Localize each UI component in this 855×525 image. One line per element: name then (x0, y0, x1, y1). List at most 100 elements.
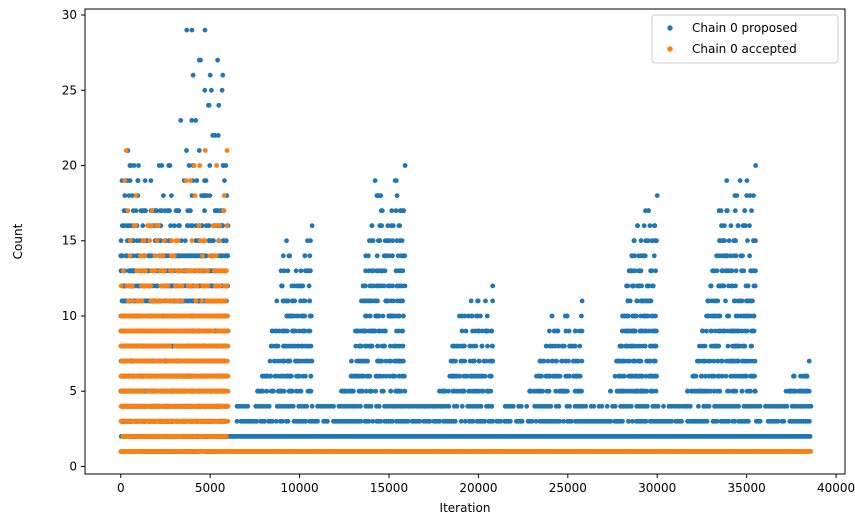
proposed-point (300, 373, 306, 379)
proposed-point (380, 373, 386, 379)
proposed-point (308, 373, 314, 379)
proposed-point (470, 328, 475, 334)
proposed-point (390, 418, 395, 424)
proposed-point (392, 178, 398, 184)
proposed-point (154, 283, 159, 289)
proposed-point (271, 358, 277, 364)
proposed-point (394, 283, 400, 289)
proposed-point (629, 253, 635, 259)
proposed-point (642, 313, 648, 319)
proposed-point (399, 283, 405, 289)
proposed-point (733, 298, 738, 304)
proposed-point (482, 373, 488, 379)
proposed-point (294, 373, 299, 379)
proposed-point (367, 313, 373, 319)
proposed-point (393, 208, 399, 214)
proposed-point (652, 238, 658, 244)
proposed-point (751, 238, 757, 244)
proposed-point (366, 418, 372, 424)
proposed-point (357, 358, 363, 364)
proposed-point (583, 403, 589, 409)
proposed-point (612, 403, 618, 409)
proposed-point (363, 253, 369, 259)
proposed-point (629, 388, 635, 394)
proposed-point (392, 343, 398, 349)
proposed-point (608, 418, 614, 424)
proposed-point (358, 403, 363, 409)
proposed-point (467, 388, 472, 394)
proposed-point (570, 343, 576, 349)
proposed-point (627, 373, 633, 379)
proposed-point (291, 328, 296, 334)
proposed-point (475, 298, 481, 304)
proposed-point (119, 223, 125, 229)
proposed-point (255, 388, 260, 394)
proposed-point (143, 208, 149, 214)
proposed-point (725, 343, 731, 349)
proposed-point (640, 328, 646, 334)
proposed-point (548, 403, 554, 409)
proposed-point (376, 358, 382, 364)
proposed-point (708, 328, 714, 334)
proposed-point (644, 298, 650, 304)
proposed-point (402, 388, 408, 394)
proposed-point (302, 253, 308, 259)
proposed-point (293, 358, 299, 364)
proposed-point (388, 388, 394, 394)
proposed-point (757, 403, 763, 409)
proposed-point (351, 373, 357, 379)
proposed-point (458, 418, 464, 424)
proposed-point (556, 403, 562, 409)
proposed-point (534, 373, 539, 379)
proposed-point (541, 358, 547, 364)
proposed-point (166, 163, 172, 168)
proposed-point (220, 72, 226, 78)
proposed-point (544, 343, 549, 349)
proposed-point (740, 358, 746, 364)
proposed-point (573, 328, 578, 334)
proposed-point (378, 208, 384, 214)
proposed-point (708, 283, 714, 289)
proposed-point (307, 253, 313, 259)
proposed-point (713, 298, 718, 304)
proposed-point (490, 298, 495, 304)
proposed-point (620, 373, 626, 379)
proposed-point (206, 102, 211, 108)
proposed-point (480, 388, 486, 394)
proposed-point (726, 388, 732, 394)
proposed-point (202, 178, 207, 184)
proposed-point (209, 87, 214, 93)
proposed-point (784, 403, 790, 409)
proposed-point (135, 178, 141, 184)
proposed-point (399, 238, 405, 244)
proposed-point (136, 163, 141, 168)
proposed-point (445, 388, 451, 394)
proposed-point (571, 373, 577, 379)
proposed-point (222, 178, 227, 184)
proposed-point (361, 328, 367, 334)
proposed-point (563, 358, 569, 364)
proposed-point (651, 253, 657, 259)
proposed-point (254, 418, 260, 424)
proposed-point (462, 418, 468, 424)
proposed-point (142, 178, 148, 184)
proposed-point (359, 388, 365, 394)
proposed-point (470, 358, 476, 364)
proposed-point (652, 328, 657, 334)
proposed-point (715, 373, 721, 379)
proposed-point (748, 313, 753, 319)
proposed-point (339, 388, 345, 394)
proposed-point (547, 343, 553, 349)
proposed-point (461, 343, 467, 349)
proposed-point (726, 313, 732, 319)
proposed-point (569, 418, 574, 424)
proposed-point (126, 193, 132, 199)
proposed-point (159, 208, 165, 214)
proposed-point (376, 313, 382, 319)
proposed-point (397, 208, 403, 214)
proposed-point (427, 418, 433, 424)
proposed-point (469, 313, 475, 319)
proposed-point (216, 102, 222, 108)
proposed-point (127, 178, 133, 184)
